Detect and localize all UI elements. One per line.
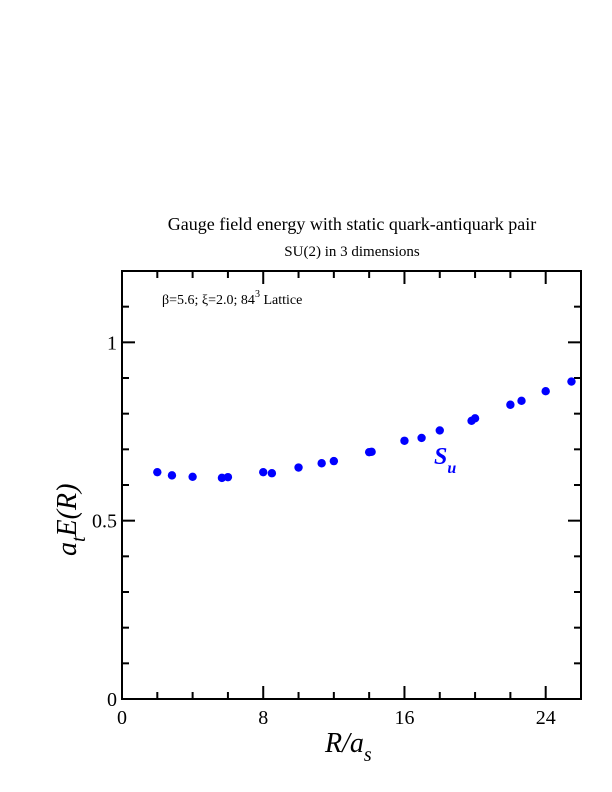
- data-point: [188, 472, 197, 481]
- tick-labels: 0 8 16 24 0 0.5 1: [92, 332, 556, 729]
- x-tick-label: 0: [117, 707, 127, 729]
- axis-ticks: [121, 270, 582, 700]
- data-point: [435, 426, 444, 435]
- data-point: [259, 467, 268, 477]
- data-point: [167, 471, 177, 480]
- data-points: [153, 377, 576, 483]
- y-tick-label: 0: [107, 689, 117, 711]
- data-point: [541, 386, 550, 396]
- x-tick-label: 24: [536, 707, 556, 729]
- data-point: [153, 467, 162, 477]
- data-point: [329, 456, 339, 466]
- parameters-annotation: β=5.6; ξ=2.0; 843 Lattice: [162, 289, 302, 308]
- y-tick-label: 0.5: [92, 511, 117, 533]
- data-point: [400, 436, 409, 445]
- data-point: [517, 396, 526, 406]
- series-label: Su: [434, 444, 456, 477]
- plot-frame: [121, 270, 582, 700]
- x-axis-label: R/as: [324, 728, 372, 766]
- data-point: [294, 463, 303, 472]
- x-tick-label: 8: [258, 707, 268, 729]
- data-point: [317, 459, 326, 468]
- data-point: [470, 414, 480, 423]
- data-point: [567, 377, 576, 386]
- x-tick-label: 16: [394, 707, 414, 729]
- data-point: [506, 400, 515, 409]
- y-tick-label: 1: [107, 332, 117, 354]
- y-axis-label: atE(R): [52, 484, 90, 556]
- data-point: [417, 433, 426, 443]
- chart-subtitle: SU(2) in 3 dimensions: [284, 244, 420, 260]
- chart-title: Gauge field energy with static quark-ant…: [168, 214, 537, 234]
- data-point: [367, 447, 376, 457]
- data-point: [267, 469, 277, 478]
- data-point: [223, 472, 233, 482]
